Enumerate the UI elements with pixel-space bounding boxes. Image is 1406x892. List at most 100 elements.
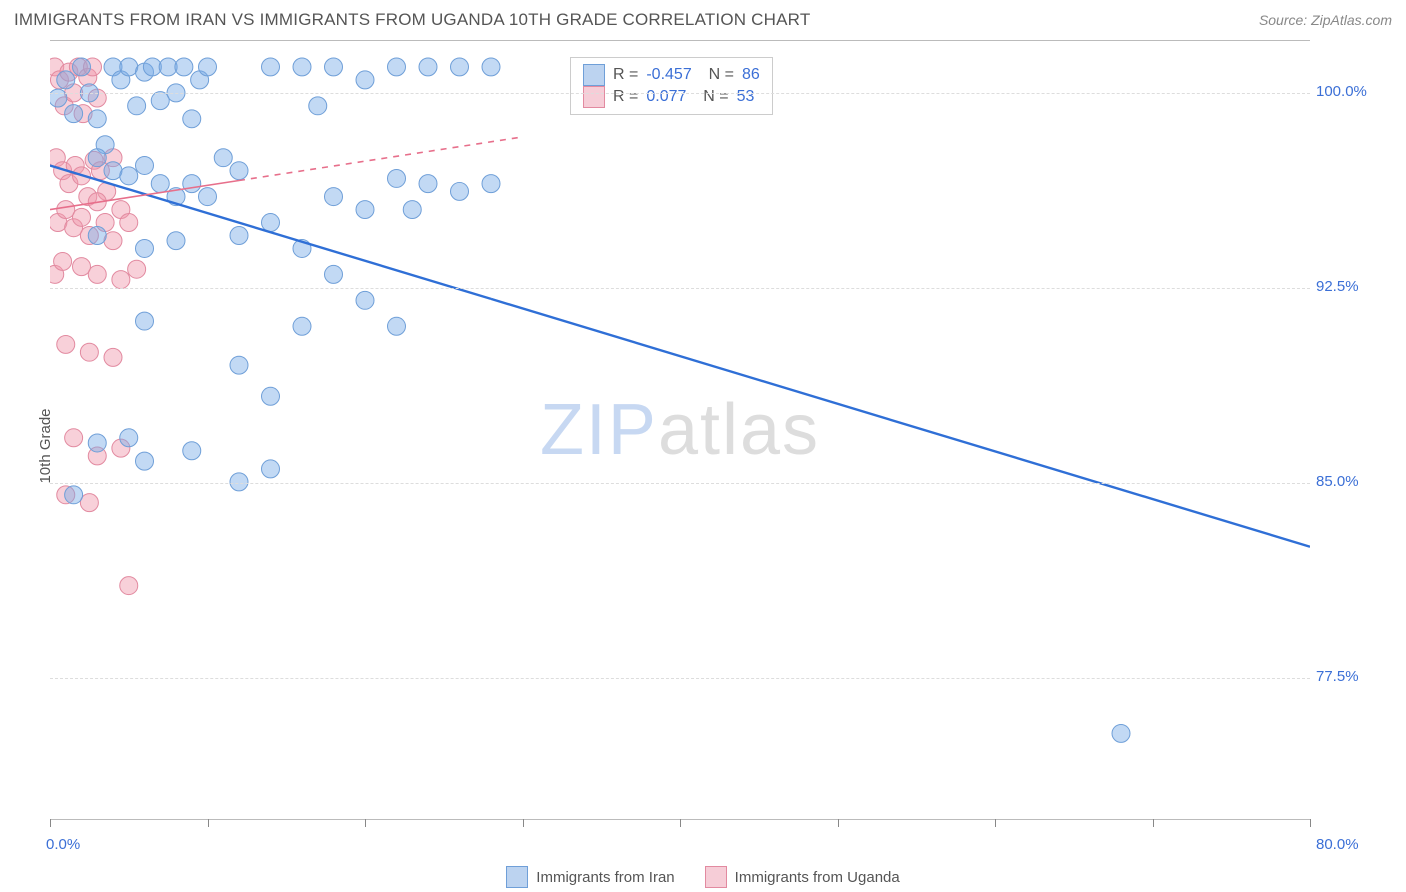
data-point [183, 110, 201, 128]
trend-line-ext [239, 137, 523, 181]
data-point [65, 105, 83, 123]
data-point [136, 452, 154, 470]
legend-bottom: Immigrants from Iran Immigrants from Uga… [0, 866, 1406, 888]
data-point [104, 162, 122, 180]
data-point [388, 169, 406, 187]
data-point [451, 58, 469, 76]
data-point [325, 58, 343, 76]
data-point [73, 208, 91, 226]
data-point [309, 97, 327, 115]
data-point [183, 442, 201, 460]
xtick [1310, 819, 1311, 827]
swatch-icon [506, 866, 528, 888]
data-point [356, 201, 374, 219]
data-point [136, 239, 154, 257]
data-point [136, 157, 154, 175]
xaxis-end-label: 80.0% [1316, 836, 1396, 853]
data-point [230, 162, 248, 180]
data-point [199, 188, 217, 206]
data-point [175, 58, 193, 76]
data-point [388, 58, 406, 76]
legend-label-0: Immigrants from Iran [536, 869, 674, 886]
legend-label-1: Immigrants from Uganda [735, 869, 900, 886]
data-point [262, 58, 280, 76]
data-point [419, 175, 437, 193]
chart-header: IMMIGRANTS FROM IRAN VS IMMIGRANTS FROM … [14, 10, 1392, 30]
xtick [50, 819, 51, 827]
data-point [112, 271, 130, 289]
data-point [120, 167, 138, 185]
data-point [262, 460, 280, 478]
data-point [50, 89, 67, 107]
ytick-label: 77.5% [1316, 668, 1396, 685]
data-point [356, 71, 374, 89]
data-point [57, 71, 75, 89]
data-point [88, 110, 106, 128]
data-point [80, 494, 98, 512]
data-point [88, 265, 106, 283]
stat-r-value-1: 0.077 [646, 88, 686, 106]
legend-item-0: Immigrants from Iran [506, 866, 674, 888]
xtick [208, 819, 209, 827]
data-point [136, 312, 154, 330]
data-point [57, 201, 75, 219]
legend-stats-box: R = -0.457 N = 86 R = 0.077 N = 53 [570, 57, 773, 115]
data-point [128, 260, 146, 278]
data-point [88, 149, 106, 167]
data-point [262, 214, 280, 232]
gridline-h [50, 483, 1310, 484]
legend-row-series-1: R = 0.077 N = 53 [583, 86, 760, 108]
xtick [1153, 819, 1154, 827]
data-point [356, 291, 374, 309]
xaxis-start-label: 0.0% [46, 836, 80, 853]
data-point [293, 317, 311, 335]
xtick [680, 819, 681, 827]
data-point [183, 175, 201, 193]
data-point [104, 348, 122, 366]
stat-n-value-0: 86 [742, 66, 760, 84]
xtick [838, 819, 839, 827]
legend-item-1: Immigrants from Uganda [705, 866, 900, 888]
xtick [995, 819, 996, 827]
data-point [128, 97, 146, 115]
data-point [57, 335, 75, 353]
data-point [151, 92, 169, 110]
data-point [120, 429, 138, 447]
data-point [1112, 724, 1130, 742]
trend-line-ext [491, 299, 1310, 547]
data-point [73, 258, 91, 276]
data-point [80, 343, 98, 361]
data-point [325, 188, 343, 206]
data-point [73, 58, 91, 76]
data-point [199, 58, 217, 76]
data-point [419, 58, 437, 76]
data-point [65, 486, 83, 504]
data-point [88, 434, 106, 452]
ytick-label: 92.5% [1316, 278, 1396, 295]
data-point [104, 232, 122, 250]
stat-r-label: R = [613, 66, 638, 84]
data-point [230, 473, 248, 491]
data-point [230, 227, 248, 245]
data-point [403, 201, 421, 219]
data-point [451, 182, 469, 200]
stat-r-value-0: -0.457 [646, 66, 691, 84]
data-point [388, 317, 406, 335]
data-point [120, 214, 138, 232]
data-point [482, 175, 500, 193]
stat-n-value-1: 53 [737, 88, 755, 106]
data-point [151, 175, 169, 193]
data-point [88, 227, 106, 245]
ytick-label: 100.0% [1316, 83, 1396, 100]
data-point [214, 149, 232, 167]
chart-source: Source: ZipAtlas.com [1259, 12, 1392, 28]
stat-n-label: N = [694, 88, 728, 106]
data-point [120, 577, 138, 595]
gridline-h [50, 678, 1310, 679]
data-point [167, 232, 185, 250]
data-point [325, 265, 343, 283]
xtick [523, 819, 524, 827]
chart-svg [50, 41, 1310, 819]
legend-row-series-0: R = -0.457 N = 86 [583, 64, 760, 86]
data-point [65, 429, 83, 447]
